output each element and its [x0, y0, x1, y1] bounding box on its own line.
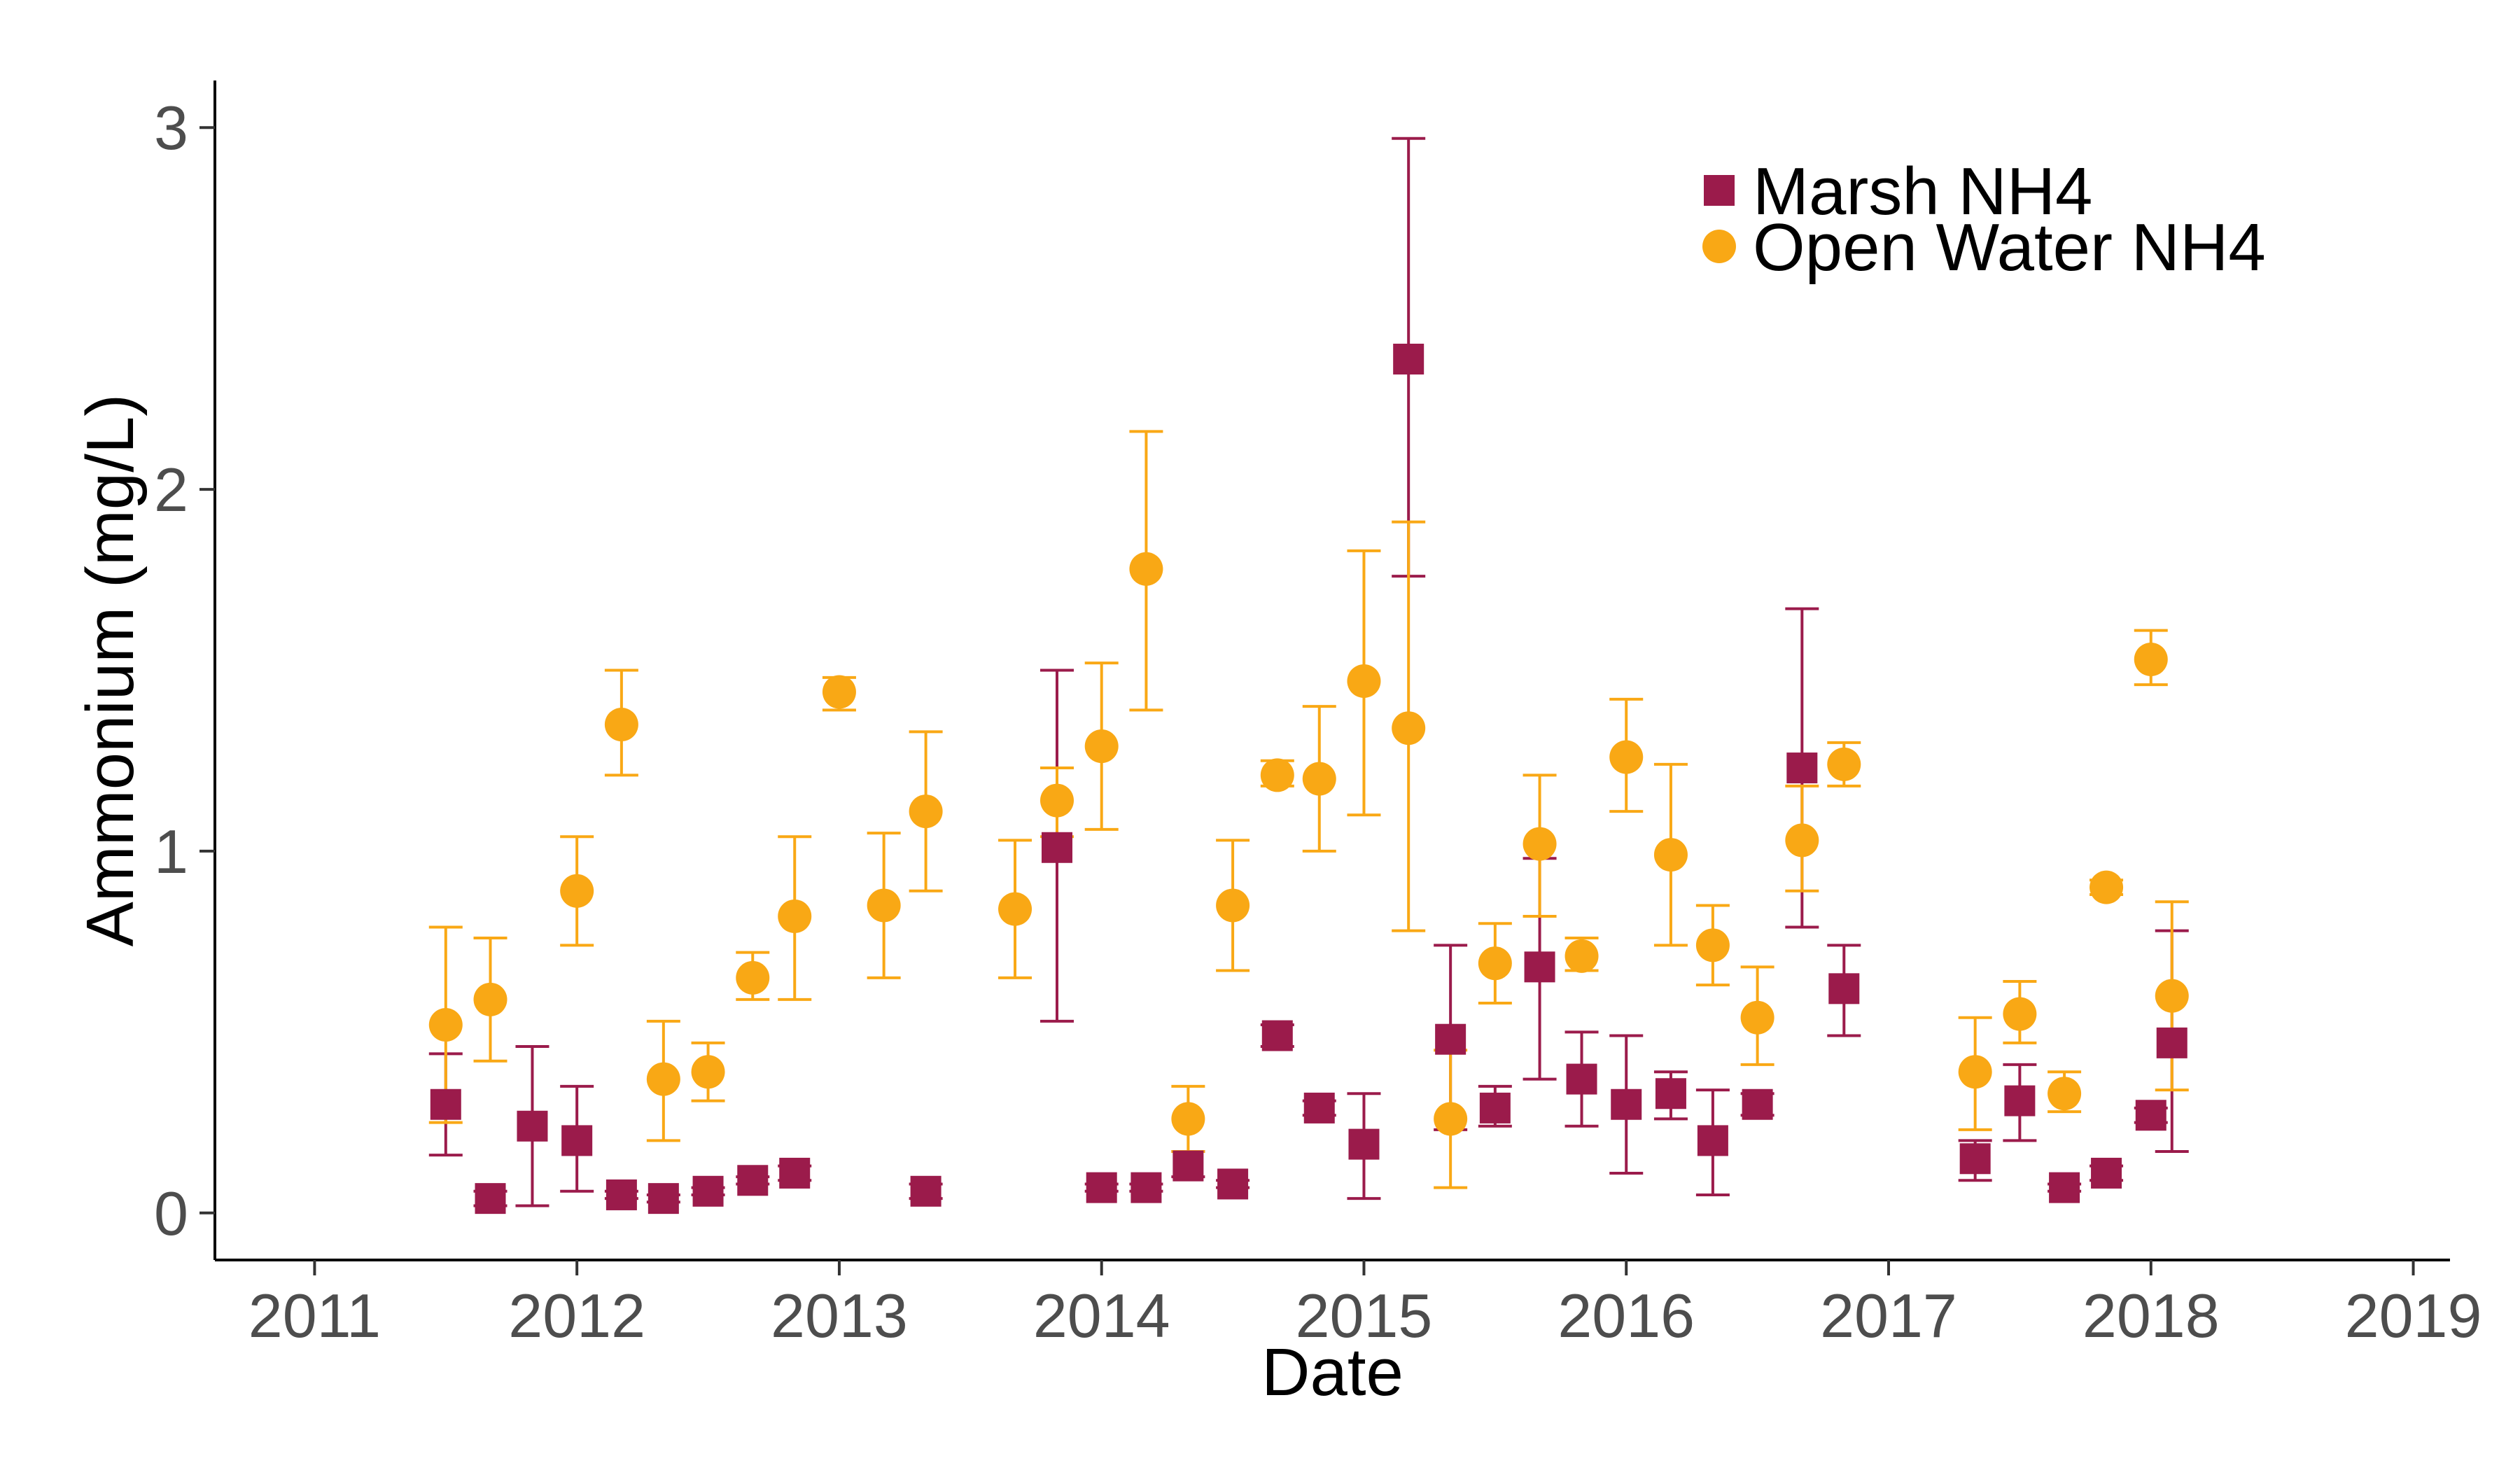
open-water-point	[822, 675, 856, 709]
marsh-point	[692, 1175, 724, 1207]
y-tick-label: 3	[154, 93, 188, 162]
marsh-point	[2156, 1027, 2188, 1058]
marsh-point	[737, 1165, 769, 1196]
marsh-point	[475, 1183, 506, 1214]
legend-open-water-label: Open Water NH4	[1753, 210, 2266, 285]
x-tick-label: 2015	[1296, 1281, 1433, 1350]
marsh-point	[1655, 1078, 1686, 1110]
open-water-point	[998, 892, 1032, 926]
open-water-point	[1084, 729, 1119, 764]
y-tick-label: 1	[154, 817, 188, 886]
legend-marsh-swatch	[1704, 175, 1735, 206]
open-water-point	[646, 1062, 680, 1096]
marsh-point	[1479, 1092, 1511, 1124]
marsh-point	[1524, 951, 1555, 983]
marsh-point	[1566, 1063, 1597, 1095]
marsh-point	[430, 1088, 461, 1120]
y-tick-label: 2	[154, 455, 188, 524]
open-water-point	[736, 960, 770, 995]
open-water-point	[1260, 758, 1294, 792]
marsh-point	[1393, 343, 1424, 374]
open-water-point	[2155, 979, 2189, 1013]
marsh-point	[779, 1157, 811, 1189]
marsh-point	[910, 1175, 941, 1207]
open-water-point	[909, 794, 943, 829]
open-water-point	[1216, 888, 1250, 923]
open-water-point	[1392, 711, 1426, 746]
marsh-point	[1611, 1088, 1642, 1120]
open-water-point	[2003, 997, 2037, 1031]
open-water-point	[1564, 939, 1599, 973]
x-tick-label: 2019	[2345, 1281, 2482, 1350]
marsh-point	[1041, 832, 1072, 863]
open-water-point	[1609, 740, 1644, 774]
open-water-point	[2047, 1077, 2082, 1111]
open-water-point	[778, 899, 812, 933]
open-water-point	[604, 708, 638, 742]
marsh-point	[1742, 1088, 1773, 1120]
y-tick-label: 0	[154, 1179, 188, 1248]
x-tick-label: 2011	[248, 1281, 381, 1350]
marsh-point	[1959, 1143, 1991, 1175]
marsh-point	[2135, 1100, 2166, 1131]
marsh-point	[1697, 1125, 1728, 1156]
x-tick-label: 2016	[1558, 1281, 1695, 1350]
marsh-point	[648, 1183, 679, 1214]
x-axis-ticks: 2011 2012 2013 2014 2015 2016 2017 2018 2019	[248, 1260, 2482, 1350]
open-water-point	[2134, 642, 2168, 676]
marsh-point	[561, 1125, 593, 1156]
marsh-point	[1261, 1020, 1293, 1051]
x-tick-label: 2012	[508, 1281, 645, 1350]
marsh-point	[2049, 1172, 2080, 1203]
open-water-point	[1347, 664, 1381, 699]
marsh-point	[1348, 1128, 1380, 1160]
marsh-point	[2091, 1157, 2122, 1189]
open-water-point	[1522, 827, 1557, 861]
marsh-point	[1786, 752, 1818, 784]
open-water-point	[1171, 1102, 1205, 1136]
marsh-point	[1130, 1172, 1162, 1203]
legend-open-water-swatch	[1702, 230, 1736, 263]
open-water-point	[867, 888, 901, 923]
open-water-point	[1827, 747, 1861, 781]
open-water-point	[691, 1055, 725, 1089]
marsh-point	[517, 1110, 548, 1142]
open-water-point	[1653, 838, 1688, 872]
open-water-point	[1040, 783, 1074, 818]
open-water-point	[428, 1008, 463, 1042]
x-axis-title: Date	[1261, 1335, 1404, 1410]
y-axis-ticks: 0 1 2 3	[154, 93, 215, 1248]
marsh-point	[1828, 973, 1860, 1004]
x-tick-label: 2017	[1820, 1281, 1957, 1350]
marsh-point	[2004, 1085, 2036, 1116]
marsh-point	[1172, 1150, 1204, 1182]
marsh-point	[1303, 1092, 1335, 1124]
y-axis-title: Ammonium (mg/L)	[73, 394, 148, 946]
x-tick-label: 2014	[1033, 1281, 1170, 1350]
marsh-point	[606, 1179, 637, 1210]
open-water-point	[560, 874, 594, 908]
open-water-point	[1478, 946, 1512, 981]
open-water-point	[1958, 1055, 1992, 1089]
open-water-point	[1302, 762, 1336, 796]
x-tick-label: 2018	[2082, 1281, 2220, 1350]
marsh-point	[1435, 1023, 1466, 1055]
legend-marsh-label: Marsh NH4	[1753, 154, 2092, 229]
open-water-point	[1434, 1102, 1468, 1136]
open-water-point	[1129, 552, 1163, 586]
open-water-point	[1785, 823, 1819, 858]
marsh-point	[1086, 1172, 1117, 1203]
open-water-point	[1740, 1000, 1774, 1035]
open-water-point	[2090, 870, 2124, 904]
open-water-point	[1695, 928, 1730, 962]
marsh-point	[1217, 1168, 1249, 1200]
axes	[214, 80, 2450, 1261]
data-markers	[428, 343, 2189, 1214]
open-water-point	[473, 982, 507, 1016]
x-tick-label: 2013	[771, 1281, 908, 1350]
